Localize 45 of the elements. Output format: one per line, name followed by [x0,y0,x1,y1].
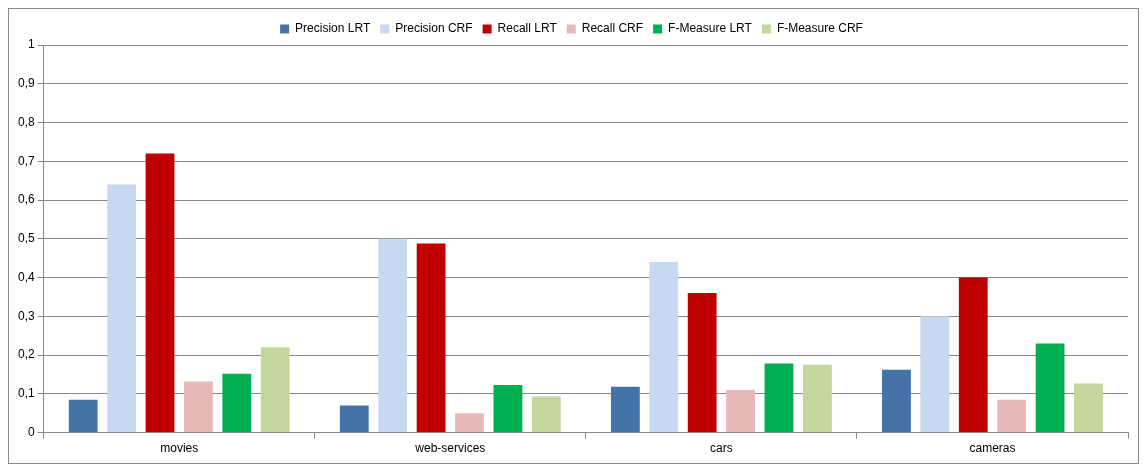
x-tick-label: movies [160,441,199,456]
y-tick-label: 0,7 [17,153,35,168]
bar [802,364,832,433]
bar [68,399,98,433]
bar [958,277,988,433]
legend-label: Precision CRF [395,21,473,36]
x-tick-label: cameras [969,441,1016,456]
y-tick-label: 0 [27,424,35,439]
bar [184,381,213,433]
x-tick-label: cars [710,441,733,456]
bar [107,184,137,433]
bar [493,384,523,433]
bar [339,405,369,433]
bar [649,262,679,433]
legend-label: F-Measure CRF [776,21,863,36]
legend-label: F-Measure LRT [668,21,753,36]
y-tick-label: 0,5 [17,231,35,246]
bar [1035,343,1065,433]
legend-label: Recall CRF [581,21,644,36]
bar [378,238,408,433]
bar [920,316,950,433]
bar [764,363,794,433]
bar [997,399,1027,433]
y-tick-label: 0,4 [17,269,35,284]
bar [260,347,290,433]
bar [531,396,561,433]
y-tick-label: 0,6 [17,192,35,207]
bar [455,413,484,433]
y-tick-label: 0,2 [17,347,35,362]
y-tick-label: 0,1 [17,386,35,401]
bar [222,373,252,433]
bar [145,153,175,433]
y-tick-label: 0,3 [17,308,35,323]
y-tick-label: 0,9 [17,76,35,91]
legend-label: Precision LRT [295,21,371,36]
bar [610,386,640,433]
legend-label: Recall LRT [497,21,558,36]
bar [687,293,717,433]
y-tick-label: 1 [27,37,35,52]
y-tick-label: 0,8 [17,114,35,129]
x-tick-label: web-services [414,441,486,456]
bar [882,369,911,433]
bar [726,389,755,433]
bar [1074,383,1103,433]
bar [416,243,446,433]
